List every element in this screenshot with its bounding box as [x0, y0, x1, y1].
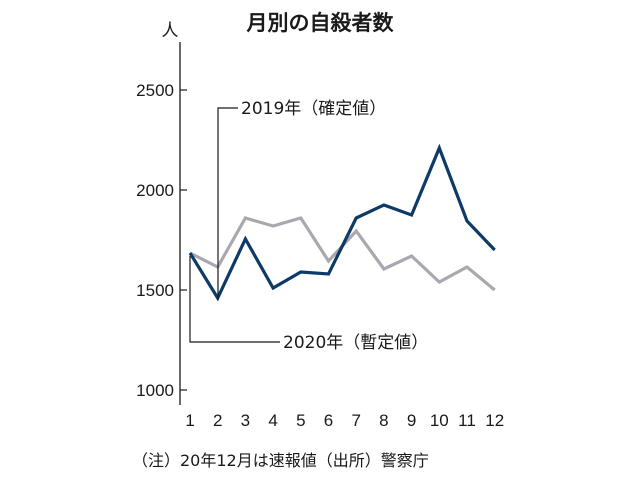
leader-line-2020: [189, 256, 280, 343]
x-tick-label: 2: [213, 411, 222, 430]
x-tick-label: 10: [430, 411, 449, 430]
y-tick-label: 1500: [136, 281, 174, 300]
series-line-0: [189, 216, 496, 292]
x-tick-label: 8: [379, 411, 388, 430]
series-group: [188, 143, 496, 302]
y-tick-group: 1000 1500 2000 2500: [136, 81, 187, 400]
series-line-1: [188, 143, 496, 302]
y-axis-unit: 人: [162, 21, 179, 41]
label-2020: 2020年（暫定値）: [283, 333, 428, 353]
y-tick-label: 2000: [136, 181, 174, 200]
x-tick-label: 5: [296, 411, 305, 430]
x-tick-label: 3: [241, 411, 250, 430]
x-tick-label: 12: [485, 411, 504, 430]
x-tick-label: 9: [407, 411, 416, 430]
x-tick-label: 7: [351, 411, 360, 430]
x-tick-group: 1 2 3 4 5 6 7 8 9 10 11 12: [185, 411, 504, 430]
y-tick-label: 1000: [136, 381, 174, 400]
y-tick-label: 2500: [136, 81, 174, 100]
x-tick-label: 1: [185, 411, 194, 430]
chart-title: 月別の自殺者数: [246, 11, 395, 35]
x-tick-label: 6: [324, 411, 333, 430]
label-2019: 2019年（確定値）: [241, 99, 386, 119]
leader-line-2019: [217, 107, 238, 300]
footnote: （注）20年12月は速報値（出所）警察庁: [132, 451, 429, 470]
annotation-group: 2019年（確定値） 2020年（暫定値）: [189, 99, 428, 353]
x-tick-label: 11: [458, 411, 476, 430]
x-tick-label: 4: [268, 411, 277, 430]
